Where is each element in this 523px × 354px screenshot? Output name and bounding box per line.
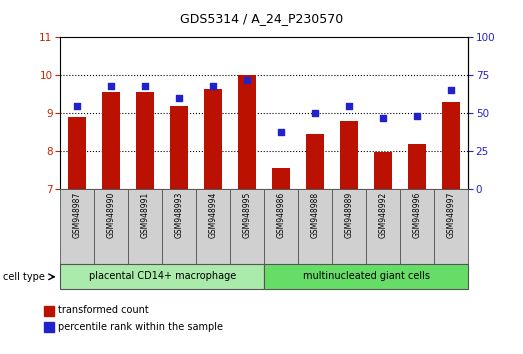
Point: [243, 77, 252, 82]
Bar: [44, 306, 54, 316]
Point: [209, 83, 218, 89]
Point: [447, 88, 456, 93]
Bar: [60, 264, 264, 289]
Text: GSM948989: GSM948989: [345, 192, 354, 238]
Point: [379, 115, 388, 121]
Bar: [408, 144, 426, 189]
Text: cell type: cell type: [3, 272, 44, 282]
Text: GSM948988: GSM948988: [311, 192, 320, 238]
Bar: [434, 189, 468, 264]
Bar: [136, 92, 154, 189]
Bar: [196, 189, 230, 264]
Bar: [400, 189, 434, 264]
Point: [73, 103, 82, 109]
Bar: [366, 189, 400, 264]
Bar: [264, 264, 468, 289]
Text: GSM948987: GSM948987: [73, 192, 82, 238]
Bar: [94, 189, 128, 264]
Point: [311, 110, 320, 116]
Point: [141, 83, 150, 89]
Bar: [230, 189, 264, 264]
Bar: [60, 189, 94, 264]
Text: GSM948995: GSM948995: [243, 192, 252, 238]
Bar: [102, 92, 120, 189]
Text: GSM948997: GSM948997: [447, 192, 456, 238]
Bar: [204, 88, 222, 189]
Bar: [264, 189, 298, 264]
Text: GSM948986: GSM948986: [277, 192, 286, 238]
Text: GSM948996: GSM948996: [413, 192, 422, 238]
Bar: [162, 189, 196, 264]
Text: placental CD14+ macrophage: placental CD14+ macrophage: [88, 271, 236, 281]
Text: transformed count: transformed count: [58, 305, 149, 315]
Text: GSM948994: GSM948994: [209, 192, 218, 238]
Text: multinucleated giant cells: multinucleated giant cells: [303, 271, 429, 281]
Bar: [442, 102, 460, 189]
Bar: [170, 106, 188, 189]
Text: GSM948992: GSM948992: [379, 192, 388, 238]
Bar: [340, 121, 358, 189]
Text: GSM948993: GSM948993: [175, 192, 184, 238]
Bar: [128, 189, 162, 264]
Point: [277, 129, 286, 135]
Bar: [306, 134, 324, 189]
Bar: [332, 189, 366, 264]
Text: GSM948991: GSM948991: [141, 192, 150, 238]
Text: GSM948990: GSM948990: [107, 192, 116, 238]
Point: [345, 103, 354, 109]
Bar: [68, 117, 86, 189]
Text: percentile rank within the sample: percentile rank within the sample: [58, 322, 222, 332]
Text: GDS5314 / A_24_P230570: GDS5314 / A_24_P230570: [180, 12, 343, 25]
Bar: [298, 189, 332, 264]
Bar: [44, 322, 54, 332]
Bar: [238, 75, 256, 189]
Point: [413, 114, 422, 119]
Point: [107, 83, 116, 89]
Bar: [272, 169, 290, 189]
Point: [175, 95, 184, 101]
Bar: [374, 153, 392, 189]
